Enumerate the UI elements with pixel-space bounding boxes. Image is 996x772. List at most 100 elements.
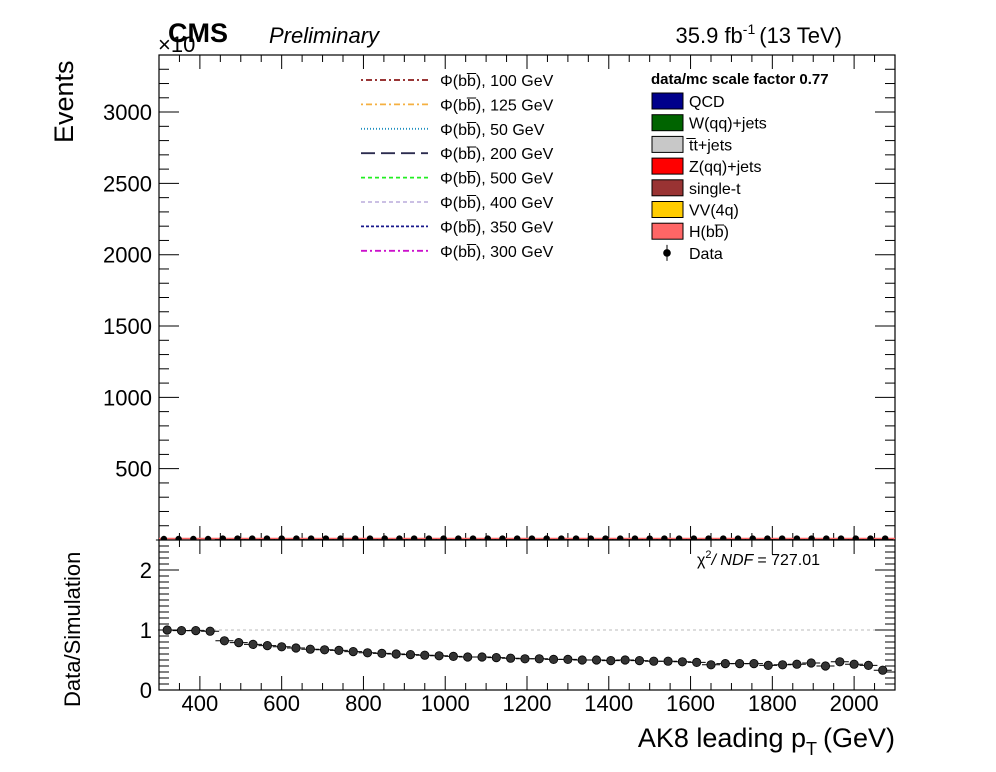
ratio-point [176, 625, 187, 636]
main-y-tick-label: 2500 [103, 171, 152, 196]
ratio-point [362, 648, 373, 658]
ratio-point [477, 652, 487, 662]
y-multiplier: ×10 [158, 32, 195, 57]
energy-value: (13 TeV) [759, 23, 842, 48]
x-axis-label-unit: (GeV) [823, 723, 895, 753]
ratio-point [720, 658, 730, 669]
ratio-point [663, 656, 673, 666]
ratio-point [262, 640, 272, 651]
ratio-point [692, 657, 702, 668]
ratio-x-tick-label: 1000 [421, 691, 470, 716]
ratio-point [234, 637, 244, 648]
signal-legend-label: Φ(bb̅), 100 GeV [440, 72, 554, 90]
ratio-point [205, 626, 215, 636]
ratio-point [534, 654, 544, 664]
signal-legend-label: Φ(bb̅), 200 GeV [440, 145, 554, 163]
background-legend-label: t̅t+jets [686, 137, 732, 154]
ratio-point [191, 625, 201, 636]
ratio-point [248, 639, 258, 650]
chi2-value: = 727.01 [757, 552, 820, 569]
ratio-point [162, 625, 172, 635]
chi2-label: χ2/ NDF = 727.01 [697, 549, 820, 569]
ratio-x-tick-label: 1800 [748, 691, 797, 716]
ratio-point [319, 645, 330, 655]
background-legend-swatch [651, 201, 684, 218]
ratio-point [849, 659, 859, 669]
ratio-point [820, 661, 831, 671]
signal-legend-label: Φ(bb̅), 50 GeV [440, 121, 545, 139]
data-legend-marker [663, 249, 671, 257]
ratio-point [591, 655, 602, 665]
ratio-point [506, 653, 516, 663]
ratio-point [463, 652, 473, 662]
legend-backgrounds: data/mc scale factor 0.77 QCD W(qq)+jets t… [651, 71, 829, 263]
ratio-x-tick-label: 600 [263, 691, 300, 716]
legend-signals: Φ(bb̅), 100 GeV Φ(bb̅), 125 GeV Φ(bb̅), 50… [361, 72, 554, 261]
ratio-x-tick-label: 1600 [666, 691, 715, 716]
ratio-point [606, 655, 616, 666]
signal-legend-label: Φ(bb̅), 300 GeV [440, 243, 554, 261]
chi2-exponent: 2 [705, 549, 711, 561]
main-y-tick-label: 2000 [103, 243, 152, 268]
ratio-point [391, 649, 401, 659]
ratio-point [835, 657, 845, 667]
main-y-tick-label: 500 [115, 457, 152, 482]
ratio-axes: 0 1 2 400 600 800 1000 1200 1400 1600 1800 2000 [140, 540, 896, 716]
ratio-point [448, 651, 458, 662]
ratio-x-tick-label: 2000 [830, 691, 879, 716]
lumi-exponent: -1 [743, 21, 756, 37]
ratio-point [491, 652, 501, 663]
y-axis-label: Events [49, 60, 79, 143]
ratio-y-tick-label: 0 [140, 678, 152, 703]
background-legend-label: H(bb̅) [689, 223, 729, 241]
ratio-data-marks [158, 625, 892, 675]
background-legend-label: VV(4q) [689, 203, 739, 220]
lumi-value: 35.9 fb [676, 23, 743, 48]
lumi-label: 35.9 fb-1 (13 TeV) [676, 21, 842, 48]
ratio-x-tick-label: 1200 [503, 691, 552, 716]
ratio-point [420, 650, 430, 660]
ratio-y-tick-label: 2 [140, 558, 152, 583]
background-legend-label: single-t [689, 181, 741, 198]
ratio-point [706, 660, 716, 670]
ratio-point [434, 651, 444, 661]
ratio-point [334, 645, 344, 656]
ratio-point [291, 643, 301, 653]
background-legend-swatch [651, 157, 684, 175]
background-legend-label: Z(qq)+jets [689, 159, 761, 176]
cms-label: CMS [168, 18, 228, 48]
scale-factor-title: data/mc scale factor 0.77 [651, 71, 829, 88]
ratio-point [548, 654, 559, 665]
ratio-point [405, 649, 416, 660]
main-plot-frame [158, 54, 896, 541]
ratio-point [677, 657, 687, 667]
ratio-point [305, 644, 315, 654]
ratio-point [634, 655, 645, 666]
ratio-point [520, 654, 530, 664]
signal-legend-label: Φ(bb̅), 350 GeV [440, 219, 554, 237]
ratio-point [277, 642, 287, 652]
ratio-point [763, 660, 773, 671]
ratio-x-tick-label: 800 [345, 691, 382, 716]
main-y-tick-label: 1500 [103, 314, 152, 339]
x-axis-label-sub: T [806, 739, 817, 759]
ratio-y-tick-label: 1 [140, 618, 152, 643]
main-y-tick-label: 3000 [103, 100, 152, 125]
ratio-y-axis-label: Data/Simulation [60, 552, 85, 707]
ratio-point [219, 636, 230, 646]
data-legend-label: Data [689, 246, 723, 263]
x-axis-label-main: AK8 leading p [638, 723, 806, 753]
preliminary-label: Preliminary [269, 23, 381, 48]
ratio-point [348, 646, 358, 657]
ratio-point [577, 655, 587, 665]
ratio-point [377, 648, 387, 659]
background-legend-swatch [651, 179, 684, 197]
ratio-point [620, 655, 630, 665]
signal-legend-label: Φ(bb̅), 400 GeV [440, 194, 554, 212]
ratio-point [878, 665, 888, 675]
main-axes: 500 1000 1500 2000 2500 3000 [103, 55, 896, 540]
ratio-point [649, 656, 659, 666]
ratio-point [792, 659, 802, 669]
ratio-point [806, 658, 816, 668]
